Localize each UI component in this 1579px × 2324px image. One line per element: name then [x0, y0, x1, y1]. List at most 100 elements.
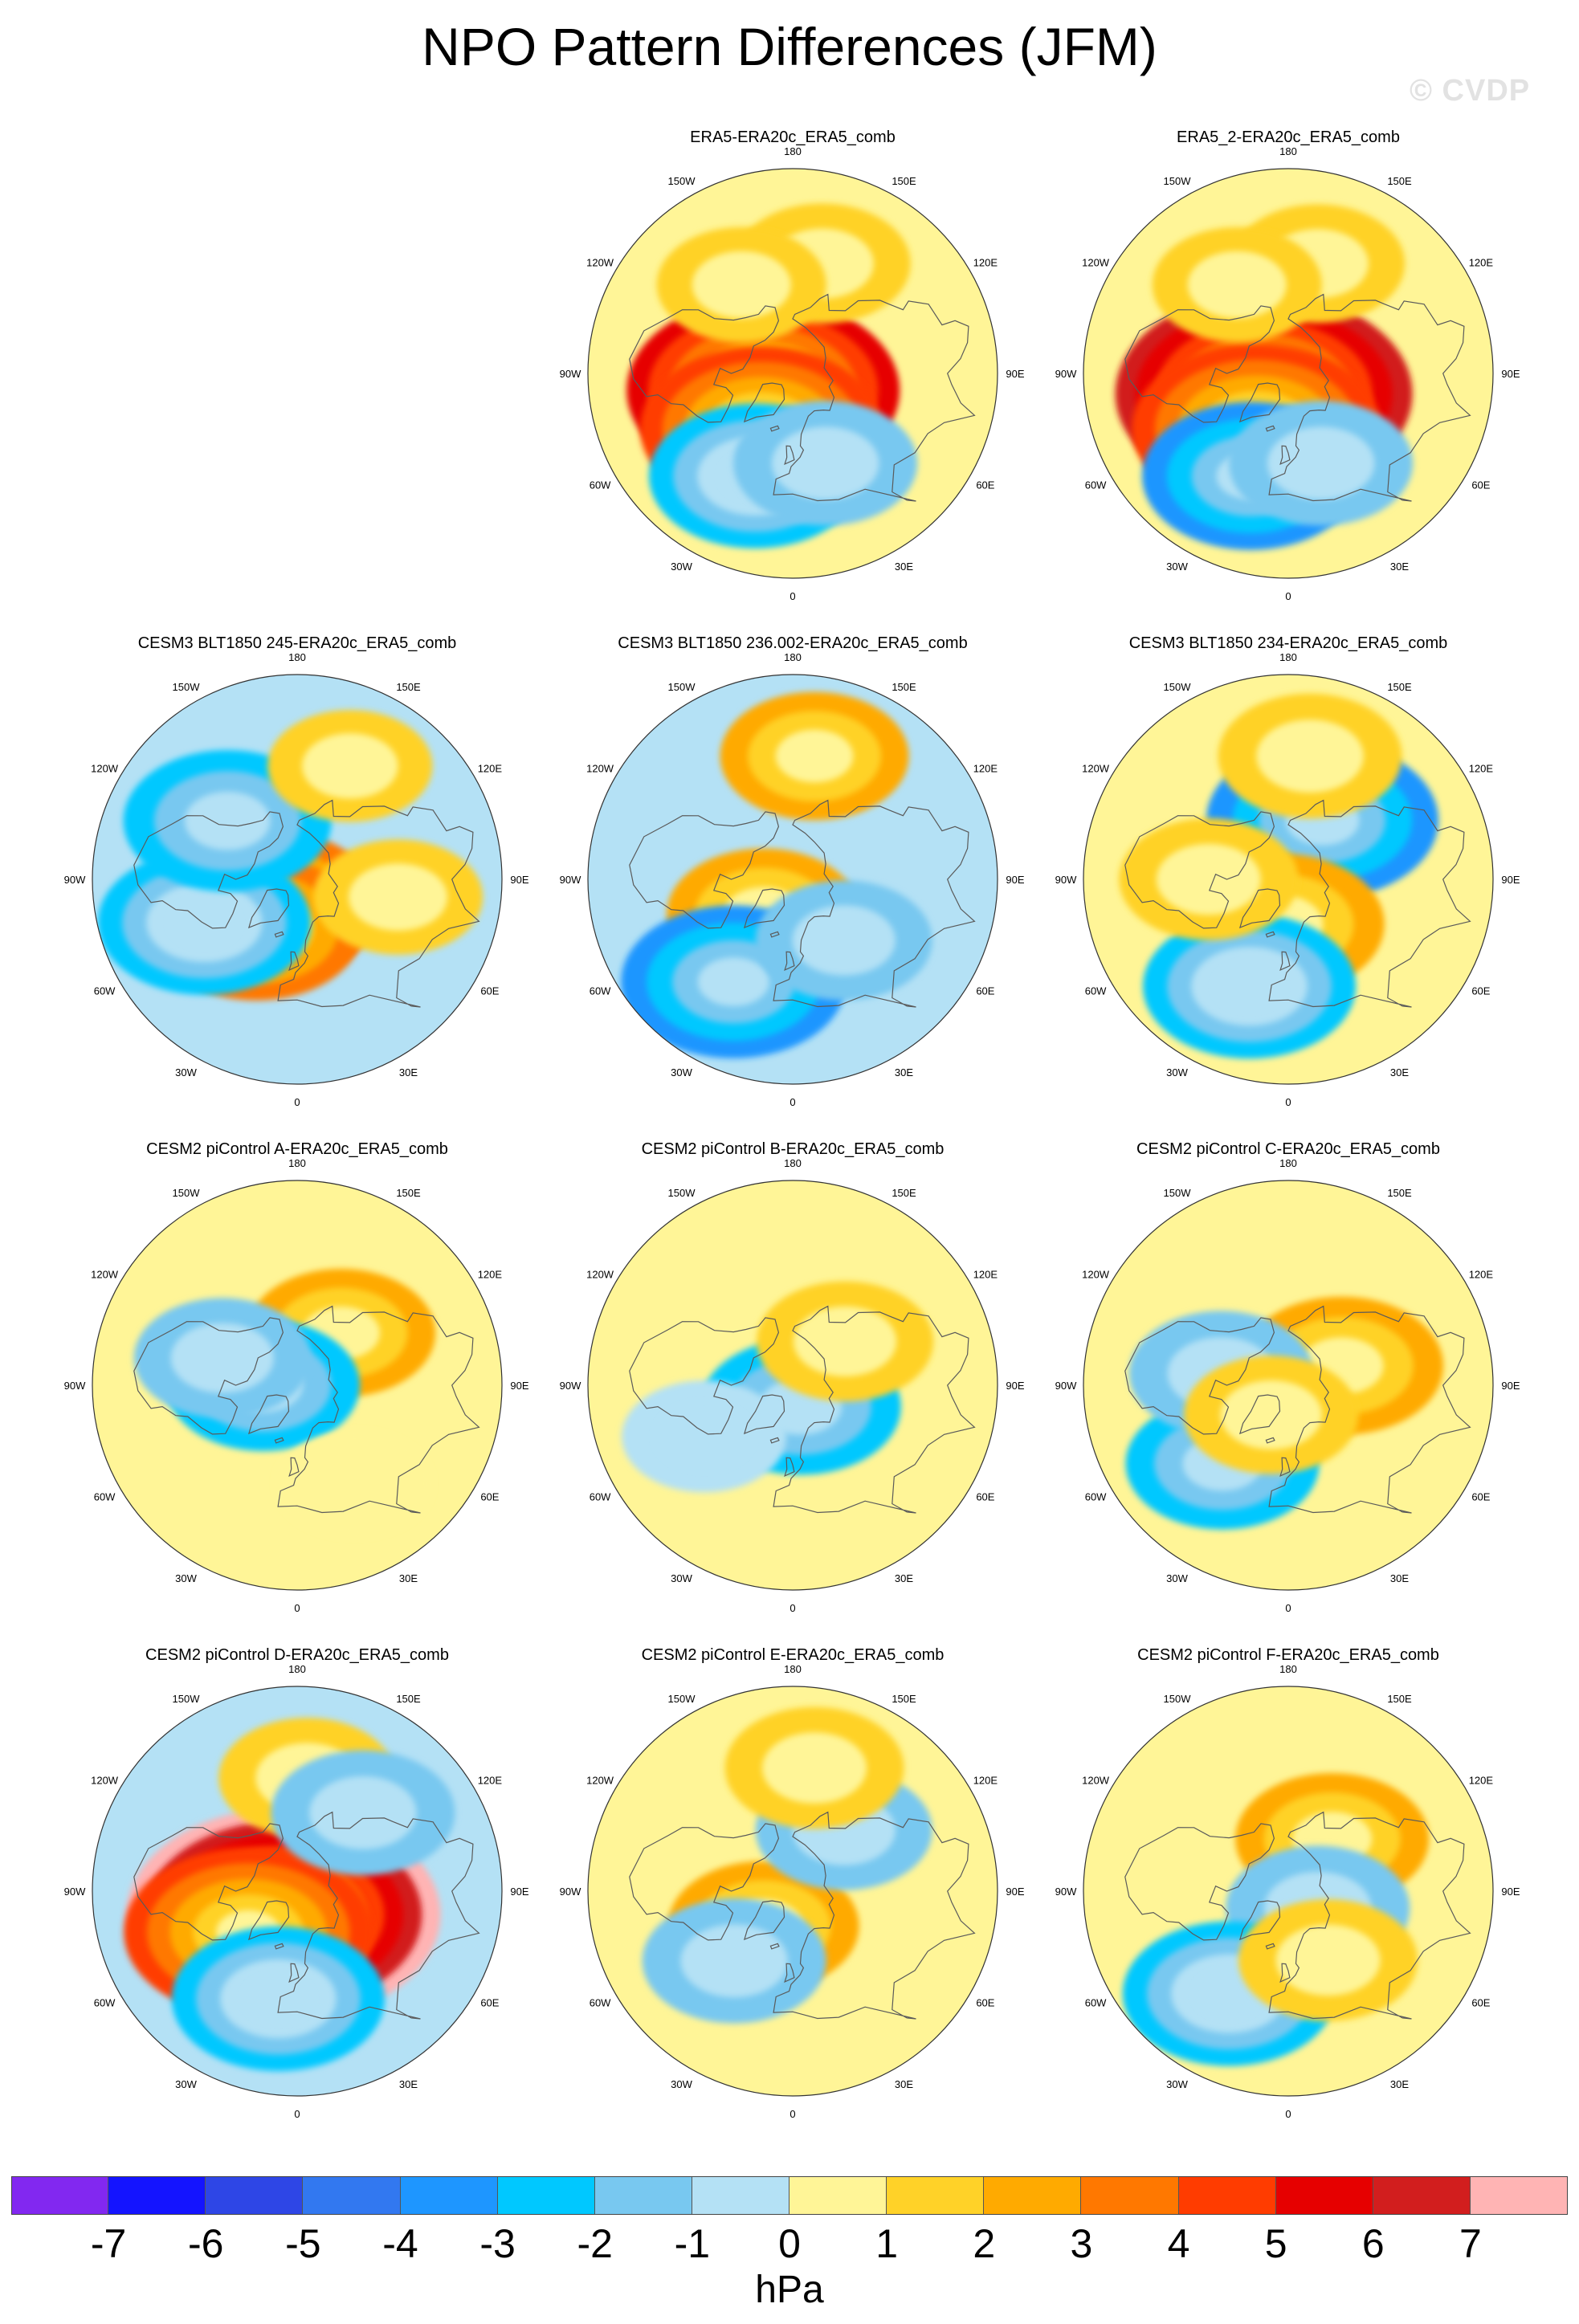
longitude-label: 60E [976, 1491, 994, 1503]
contour-band [771, 426, 879, 500]
contour-band [697, 957, 769, 1006]
coastline [1265, 1437, 1275, 1444]
contour-band [184, 791, 271, 850]
coastline [133, 811, 284, 929]
map-boundary [1083, 674, 1494, 1085]
cvdp-watermark: © CVDP [1410, 74, 1531, 108]
polar-map: 180 150E 120E 90E 60E 30E 0 30W 60W 90W 120W 150W [560, 145, 1025, 602]
longitude-label: 90W [64, 874, 86, 886]
contour-band [302, 733, 398, 799]
coastline [1124, 305, 1275, 423]
contour-band [762, 1732, 867, 1804]
panel-title: CESM3 BLT1850 245-ERA20c_ERA5_comb [137, 634, 457, 652]
map-boundary [587, 1180, 998, 1591]
longitude-label: 30W [671, 561, 692, 573]
colorbar-units-label: hPa [755, 2269, 824, 2311]
longitude-label: 180 [1279, 1663, 1297, 1675]
coastline [769, 931, 780, 938]
colorbar-tick-label: 3 [1070, 2221, 1093, 2266]
longitude-label: 60E [480, 1491, 499, 1503]
coastline [743, 382, 785, 423]
colorbar-swatch [11, 2176, 109, 2215]
colorbar-tick-label: -7 [90, 2221, 127, 2266]
longitude-label: 90E [1006, 874, 1024, 886]
longitude-label: 0 [1285, 1096, 1291, 1108]
contour-band [793, 1306, 897, 1376]
longitude-label: 30W [1166, 561, 1188, 573]
longitude-label: 0 [1285, 1602, 1291, 1614]
coastline [1279, 1457, 1291, 1477]
coastline [133, 1317, 284, 1435]
panel-title: CESM2 piControl D-ERA20c_ERA5_comb [145, 1646, 449, 1664]
coastline [277, 1811, 480, 2020]
longitude-label: 150E [1387, 175, 1412, 187]
coastline [629, 1823, 780, 1941]
longitude-label: 30W [1166, 1066, 1188, 1078]
longitude-label: 180 [784, 651, 802, 663]
contour-band [1267, 426, 1375, 500]
panel-title: ERA5_2-ERA20c_ERA5_comb [1177, 128, 1400, 146]
longitude-label: 180 [784, 1157, 802, 1169]
colorbar-tick-label: -1 [674, 2221, 711, 2266]
colorbar-swatch [1178, 2176, 1276, 2215]
contour-band [1220, 1380, 1323, 1449]
polar-map: 180 150E 120E 90E 60E 30E 0 30W 60W 90W 120W 150W [64, 651, 529, 1108]
coastline [274, 1943, 284, 1950]
longitude-label: 90W [560, 1380, 581, 1392]
polar-map: 180 150E 120E 90E 60E 30E 0 30W 60W 90W 120W 150W [64, 1157, 529, 1614]
longitude-label: 30W [671, 1572, 692, 1584]
map-boundary [1083, 1686, 1494, 2097]
longitude-label: 30E [1390, 2078, 1409, 2090]
longitude-label: 30W [175, 1066, 197, 1078]
coastline [1238, 1394, 1281, 1435]
contour-band [655, 1404, 753, 1470]
coastline [133, 1823, 284, 1941]
longitude-label: 150W [668, 1693, 696, 1705]
longitude-label: 120E [478, 763, 503, 775]
longitude-label: 60E [976, 1997, 994, 2009]
longitude-label: 120E [1469, 1269, 1494, 1281]
colorbar-swatch [206, 2176, 304, 2215]
colorbar-swatch [400, 2176, 498, 2215]
longitude-label: 60W [1085, 1491, 1107, 1503]
map-panel: ERA5_2-ERA20c_ERA5_comb 180 150E 120E 90E 60E… [1055, 127, 1520, 625]
map-boundary [587, 674, 998, 1085]
longitude-label: 60W [94, 1491, 116, 1503]
longitude-label: 60W [94, 1997, 116, 2009]
colorbar-tick-label: -2 [577, 2221, 613, 2266]
coastline [247, 1900, 290, 1941]
colorbar-swatch [692, 2176, 790, 2215]
coastline [1279, 445, 1291, 465]
colorbar-tick-label: 4 [1167, 2221, 1190, 2266]
longitude-label: 0 [294, 1096, 300, 1108]
longitude-label: 90E [1501, 368, 1520, 380]
longitude-label: 90E [1501, 1886, 1520, 1898]
longitude-label: 120W [586, 1269, 614, 1281]
coastline [288, 1963, 300, 1983]
longitude-label: 60W [94, 985, 116, 997]
longitude-label: 30W [1166, 1572, 1188, 1584]
polar-map: 180 150E 120E 90E 60E 30E 0 30W 60W 90W 120W 150W [64, 1663, 529, 2120]
longitude-label: 60E [480, 985, 499, 997]
longitude-label: 120W [1082, 1269, 1110, 1281]
coastline [743, 1900, 785, 1941]
map-boundary [1083, 1180, 1494, 1591]
longitude-label: 60E [1471, 985, 1490, 997]
map-boundary [92, 1180, 503, 1591]
contour-band [680, 1924, 788, 1998]
longitude-label: 90E [1501, 874, 1520, 886]
longitude-label: 60E [480, 1997, 499, 2009]
panel-title: CESM2 piControl C-ERA20c_ERA5_comb [1136, 1140, 1440, 1158]
longitude-label: 30W [175, 2078, 197, 2090]
colorbar-tick-label: 7 [1459, 2221, 1482, 2266]
longitude-label: 60W [590, 479, 611, 491]
coastline [1265, 1943, 1275, 1950]
longitude-label: 150W [668, 681, 696, 693]
longitude-label: 30E [895, 1572, 913, 1584]
longitude-label: 150E [396, 1693, 421, 1705]
longitude-label: 150E [1387, 1187, 1412, 1199]
map-panel: CESM2 piControl D-ERA20c_ERA5_comb 180 150… [64, 1645, 529, 2143]
contour-band [170, 1323, 274, 1393]
longitude-label: 180 [1279, 145, 1297, 157]
longitude-label: 120E [1469, 763, 1494, 775]
